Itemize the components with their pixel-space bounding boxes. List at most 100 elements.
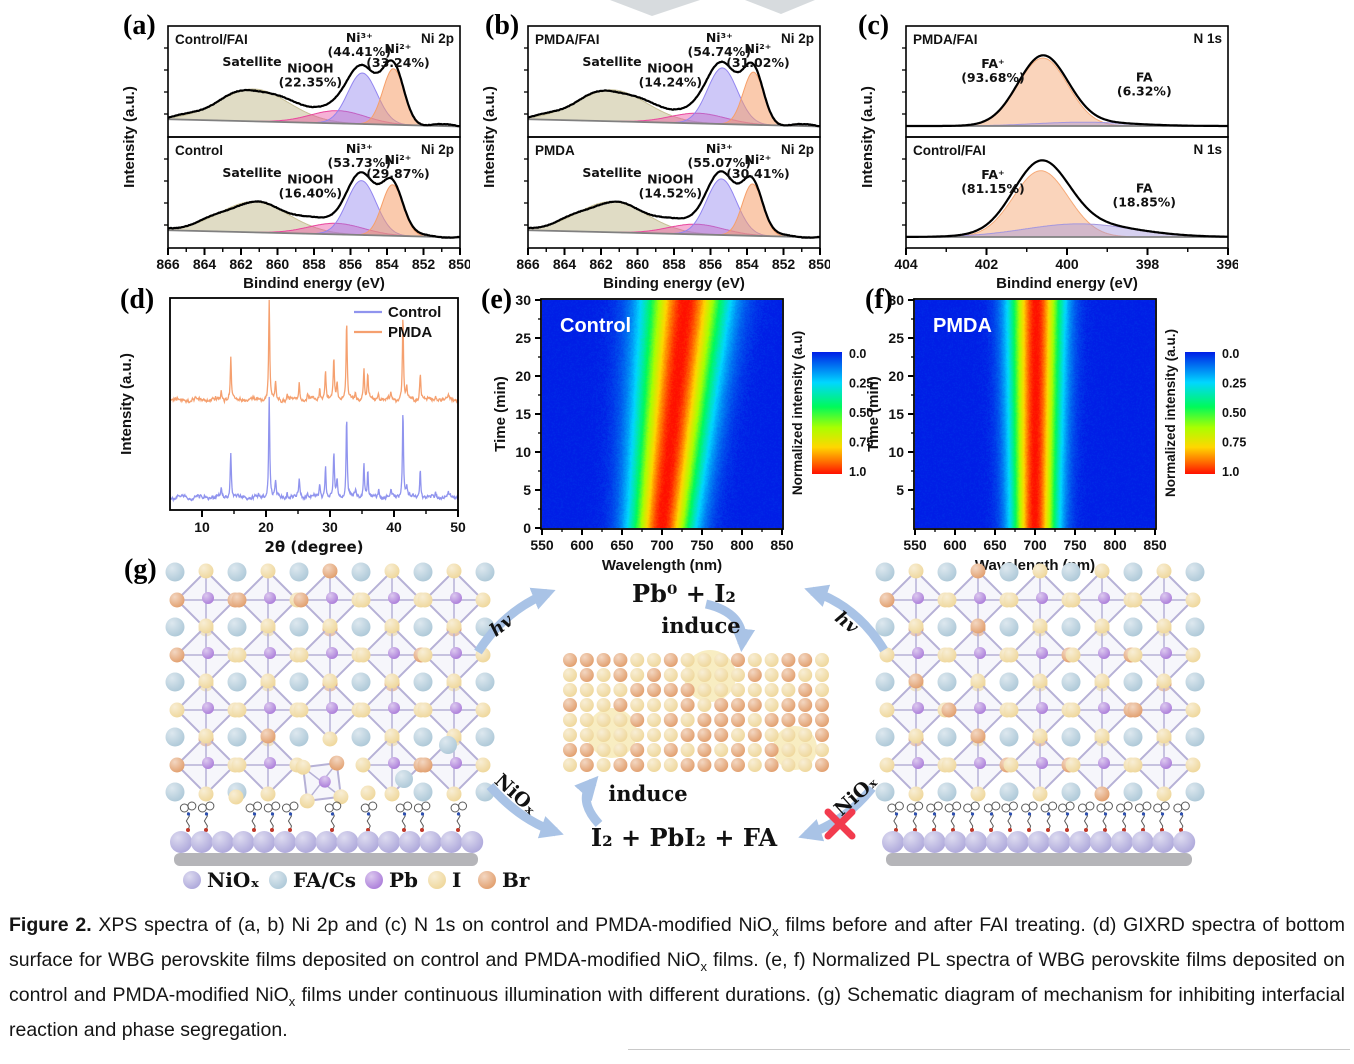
sam-molecule xyxy=(1021,801,1038,832)
sam-molecule xyxy=(1116,801,1133,832)
halide-sphere xyxy=(1127,757,1143,773)
segregated-ion xyxy=(613,713,628,727)
x-axis-title: Binding energy (eV) xyxy=(603,275,745,292)
sam-molecule xyxy=(1077,801,1095,832)
segregated-ion xyxy=(630,758,645,772)
facs-sphere xyxy=(289,617,309,637)
facs-sphere xyxy=(875,617,895,637)
annotation-ni2: (31.02%) xyxy=(726,55,790,70)
x-tick: 862 xyxy=(229,256,253,272)
colorbar-tick: 0.25 xyxy=(849,377,873,391)
facs-sphere xyxy=(351,672,371,692)
pb-sphere xyxy=(264,592,276,604)
colorbar-tick: 1.0 xyxy=(849,465,866,479)
x-tick: 700 xyxy=(650,537,674,553)
x-axis-title: Bindind energy (eV) xyxy=(243,275,385,292)
x-tick: 858 xyxy=(662,256,686,272)
niox-sphere xyxy=(965,831,988,853)
facs-sphere xyxy=(289,562,309,582)
loose-i xyxy=(360,785,376,801)
halide-sphere xyxy=(198,563,214,579)
segregated-ion xyxy=(714,713,729,727)
facs-sphere xyxy=(875,672,895,692)
segregated-ion xyxy=(781,743,796,757)
segregated-ion xyxy=(613,758,628,772)
loose-facs xyxy=(395,770,413,788)
segregated-ion xyxy=(731,698,745,712)
segregated-ion xyxy=(563,743,577,757)
segregated-ion xyxy=(747,713,762,727)
segregated-ion xyxy=(647,743,661,757)
annotation-satellite: Satellite xyxy=(582,165,641,180)
x-tick: 700 xyxy=(1023,537,1047,553)
region-label: Ni 2p xyxy=(781,142,814,157)
halide-sphere xyxy=(231,702,247,718)
pb-sphere xyxy=(912,592,924,604)
annotation-satellite: Satellite xyxy=(222,165,281,180)
facs-sphere xyxy=(875,727,895,747)
hv-arrow-left xyxy=(474,587,556,655)
segregated-ion xyxy=(798,653,813,667)
annotation-fap: (81.15%) xyxy=(961,181,1024,196)
segregated-ion xyxy=(563,758,577,772)
niox-sphere xyxy=(170,831,192,853)
annotation-fap: FA⁺ xyxy=(981,167,1004,182)
segregated-ion xyxy=(680,668,695,682)
annotation-niooh: NiOOH xyxy=(647,172,693,187)
segregated-ion xyxy=(747,728,762,742)
colorbar-title: Normalized intensity (a.u) xyxy=(790,331,805,495)
loose-i xyxy=(228,789,244,805)
xps-peak-fap xyxy=(906,57,1228,127)
halide-sphere xyxy=(1156,673,1172,689)
halide-sphere xyxy=(1065,702,1081,718)
xrd-chart: Intensity (a.u.) Control PMDA 10 20 30 40 50 2θ … xyxy=(118,297,466,556)
annotation-niooh: (14.24%) xyxy=(639,75,703,90)
sam-molecule xyxy=(179,801,197,832)
annotation-ni2: Ni²⁺ xyxy=(385,152,412,167)
panel-f-label: (f) xyxy=(865,284,893,315)
annotation-ni3: Ni³⁺ xyxy=(706,30,733,45)
panel-e-label: (e) xyxy=(481,284,513,315)
halide-sphere xyxy=(1003,592,1019,608)
colorbar-tick: 0.25 xyxy=(1222,377,1246,391)
xps-envelope xyxy=(527,60,821,128)
detached-octahedron xyxy=(295,755,349,809)
segregated-ion xyxy=(613,683,628,697)
segregated-ion xyxy=(596,698,611,712)
pb-sphere xyxy=(1036,757,1048,769)
segregated-ion xyxy=(714,728,729,742)
legend-label: Pb xyxy=(389,868,418,892)
halide-sphere xyxy=(355,757,371,773)
pb-sphere xyxy=(1098,647,1110,659)
halide-sphere xyxy=(879,757,895,773)
induce-up-arrow xyxy=(574,775,603,828)
segregated-ion xyxy=(815,743,829,757)
halide-sphere xyxy=(293,592,309,608)
facs-sphere xyxy=(937,672,957,692)
x-tick: 864 xyxy=(553,256,577,272)
pb-sphere xyxy=(326,592,338,604)
halide-sphere xyxy=(293,702,309,718)
caption-text: films under continuous illumination with… xyxy=(9,984,1346,1041)
segregated-ion xyxy=(613,698,628,712)
panel-g-schematic: Pb⁰ + I₂ induce I₂ + PbI₂ + FA induce hv hv Ni… xyxy=(112,552,1354,904)
halide-sphere xyxy=(941,647,957,663)
facs-sphere xyxy=(475,727,495,747)
reaction-bottom: I₂ + PbI₂ + FA xyxy=(591,823,778,852)
annotation-fa: (18.85%) xyxy=(1113,195,1177,210)
colorbar-tick: 0.75 xyxy=(849,436,873,450)
y-tick: 5 xyxy=(523,482,531,498)
segregated-ion xyxy=(747,653,762,667)
segregated-ion xyxy=(747,758,762,772)
x-tick: 856 xyxy=(699,256,723,272)
y-tick: 10 xyxy=(515,444,531,460)
segregated-ion xyxy=(613,668,628,682)
y-tick: 20 xyxy=(515,368,531,384)
pb-sphere xyxy=(264,757,276,769)
legend-label: I xyxy=(452,868,461,892)
xps-envelope xyxy=(527,170,821,239)
segregated-ion xyxy=(596,728,611,742)
halide-sphere xyxy=(355,592,371,608)
facs-sphere xyxy=(1123,617,1143,637)
colorbar-tick: 0.0 xyxy=(1222,347,1239,361)
